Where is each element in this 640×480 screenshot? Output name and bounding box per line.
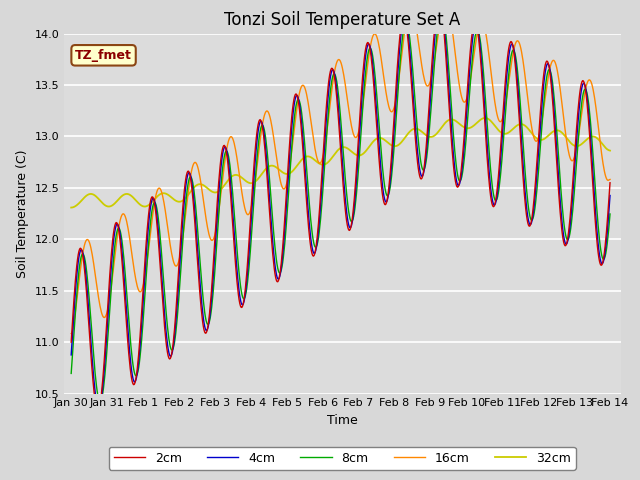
4cm <box>427 88 435 94</box>
Title: Tonzi Soil Temperature Set A: Tonzi Soil Temperature Set A <box>224 11 461 29</box>
8cm <box>277 267 285 273</box>
8cm <box>606 211 614 217</box>
32cm <box>276 168 284 174</box>
2cm <box>435 0 443 5</box>
Legend: 2cm, 4cm, 8cm, 16cm, 32cm: 2cm, 4cm, 8cm, 16cm, 32cm <box>109 447 576 469</box>
4cm <box>95 405 102 410</box>
2cm <box>230 243 238 249</box>
2cm <box>94 408 102 413</box>
4cm <box>67 352 75 358</box>
Line: 4cm: 4cm <box>71 5 610 408</box>
16cm <box>257 137 264 143</box>
32cm <box>131 196 138 202</box>
Line: 8cm: 8cm <box>71 11 610 402</box>
8cm <box>230 209 238 215</box>
8cm <box>67 371 75 376</box>
16cm <box>131 269 138 275</box>
X-axis label: Time: Time <box>327 414 358 427</box>
8cm <box>96 399 104 405</box>
4cm <box>131 379 139 384</box>
2cm <box>257 118 265 123</box>
4cm <box>436 2 444 8</box>
16cm <box>396 67 404 73</box>
8cm <box>257 125 265 131</box>
Line: 2cm: 2cm <box>71 2 610 410</box>
Line: 16cm: 16cm <box>71 1 610 334</box>
16cm <box>276 179 284 185</box>
2cm <box>67 339 75 345</box>
4cm <box>230 230 238 236</box>
4cm <box>257 118 265 124</box>
4cm <box>606 192 614 198</box>
2cm <box>427 75 435 81</box>
2cm <box>606 180 614 186</box>
Line: 32cm: 32cm <box>71 118 610 207</box>
32cm <box>67 204 75 210</box>
2cm <box>277 261 285 266</box>
32cm <box>481 115 489 121</box>
32cm <box>606 148 614 154</box>
16cm <box>606 177 614 182</box>
16cm <box>426 79 434 84</box>
8cm <box>427 108 435 113</box>
Text: TZ_fmet: TZ_fmet <box>75 49 132 62</box>
16cm <box>230 138 237 144</box>
32cm <box>396 141 404 146</box>
32cm <box>426 134 434 140</box>
32cm <box>257 173 264 179</box>
4cm <box>397 35 404 41</box>
8cm <box>438 8 445 14</box>
8cm <box>397 53 404 59</box>
2cm <box>397 26 404 32</box>
32cm <box>230 172 237 178</box>
Y-axis label: Soil Temperature (C): Soil Temperature (C) <box>16 149 29 278</box>
8cm <box>131 372 139 378</box>
2cm <box>131 380 139 385</box>
16cm <box>442 0 449 4</box>
4cm <box>277 265 285 271</box>
16cm <box>67 331 75 336</box>
